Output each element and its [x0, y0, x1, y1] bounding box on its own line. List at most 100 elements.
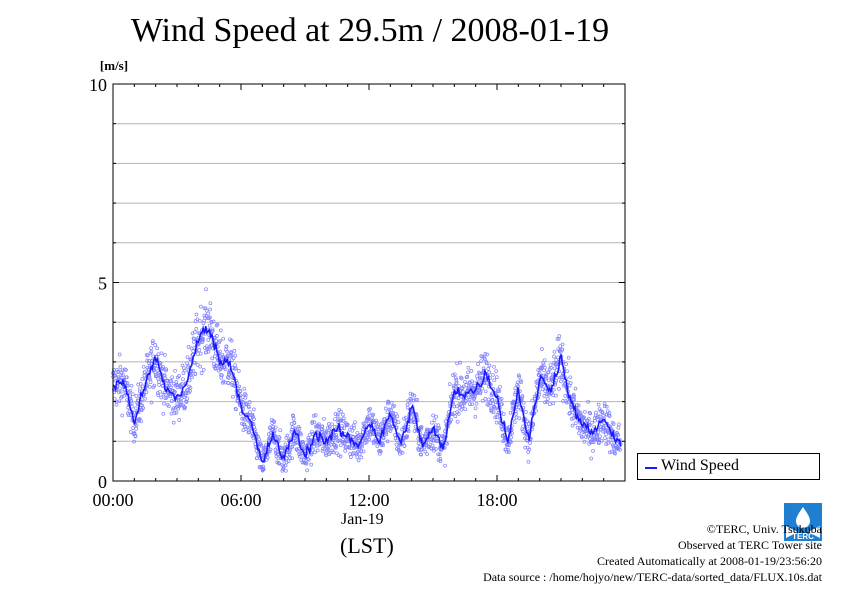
data-point [156, 393, 161, 398]
data-point [271, 419, 276, 423]
data-point [395, 414, 400, 419]
data-point [486, 367, 491, 371]
data-point [519, 380, 524, 384]
x-tick-label: 12:00 [348, 490, 389, 510]
data-point [164, 395, 169, 400]
data-point [186, 363, 191, 368]
data-point [334, 445, 338, 450]
data-point [147, 384, 152, 389]
data-point [341, 412, 345, 417]
data-point [240, 416, 245, 421]
data-point [453, 376, 458, 380]
data-point [138, 386, 142, 391]
data-point [431, 446, 436, 451]
data-point [402, 416, 406, 421]
data-point [473, 414, 478, 419]
data-point [161, 411, 166, 416]
data-point [334, 435, 339, 439]
data-point [231, 394, 235, 399]
data-point [436, 452, 441, 457]
data-point [547, 391, 552, 396]
data-point [281, 464, 286, 468]
data-point [526, 459, 531, 464]
data-point [356, 436, 361, 441]
data-point [231, 356, 236, 360]
data-point [121, 373, 125, 377]
data-point [425, 452, 429, 457]
terc-logo: TERC [784, 503, 822, 541]
data-point [273, 425, 278, 430]
data-point [206, 311, 210, 316]
data-point [430, 420, 434, 425]
data-point [384, 430, 388, 435]
data-point [480, 386, 484, 391]
data-point [534, 408, 538, 413]
data-point [339, 409, 343, 414]
data-point [156, 352, 161, 357]
data-point [169, 379, 174, 383]
data-point [606, 437, 611, 442]
data-point [415, 397, 420, 402]
data-point [120, 413, 125, 418]
data-point [210, 356, 215, 361]
data-point [267, 449, 272, 454]
data-point [188, 385, 193, 390]
data-point [587, 410, 592, 415]
data-point [528, 441, 532, 445]
data-point [250, 413, 255, 417]
data-point [230, 358, 234, 362]
data-point [207, 316, 211, 321]
data-point [509, 435, 513, 440]
data-point [323, 451, 328, 456]
data-point [392, 415, 396, 419]
data-point [169, 399, 174, 403]
data-point [272, 420, 277, 424]
data-point [233, 363, 237, 368]
data-point [363, 441, 367, 445]
data-point [338, 443, 343, 448]
data-point [318, 442, 323, 446]
data-point [201, 368, 206, 372]
data-point [215, 334, 219, 338]
data-point [163, 376, 168, 381]
data-point [494, 369, 498, 373]
data-point [586, 399, 591, 404]
data-point [618, 448, 622, 452]
data-point [182, 366, 186, 371]
data-point [461, 384, 466, 389]
data-point [311, 448, 315, 453]
data-point [233, 366, 238, 371]
data-point [233, 353, 238, 358]
data-point [595, 432, 600, 437]
data-point [458, 375, 463, 380]
data-point [480, 398, 485, 403]
data-point [422, 445, 427, 450]
data-point [472, 381, 477, 386]
data-point [158, 389, 162, 394]
data-point [292, 421, 297, 425]
data-point [544, 374, 549, 379]
data-point [431, 413, 435, 418]
data-point [335, 412, 340, 417]
data-point [393, 418, 398, 423]
data-point [368, 406, 372, 411]
data-point [173, 368, 177, 373]
data-point [366, 417, 371, 422]
data-point [157, 383, 162, 387]
data-point [309, 452, 314, 457]
data-point [464, 383, 469, 387]
data-point [481, 366, 486, 371]
data-point [172, 390, 177, 395]
data-point [313, 413, 318, 417]
data-point [340, 426, 345, 431]
data-point [218, 349, 222, 354]
data-point [133, 406, 138, 411]
data-point [306, 435, 311, 440]
data-point [407, 400, 412, 405]
data-point [137, 416, 142, 421]
data-point [288, 456, 292, 460]
series-line-layer [112, 325, 622, 463]
data-point [257, 437, 261, 442]
data-point [500, 402, 504, 407]
data-point [490, 398, 495, 402]
